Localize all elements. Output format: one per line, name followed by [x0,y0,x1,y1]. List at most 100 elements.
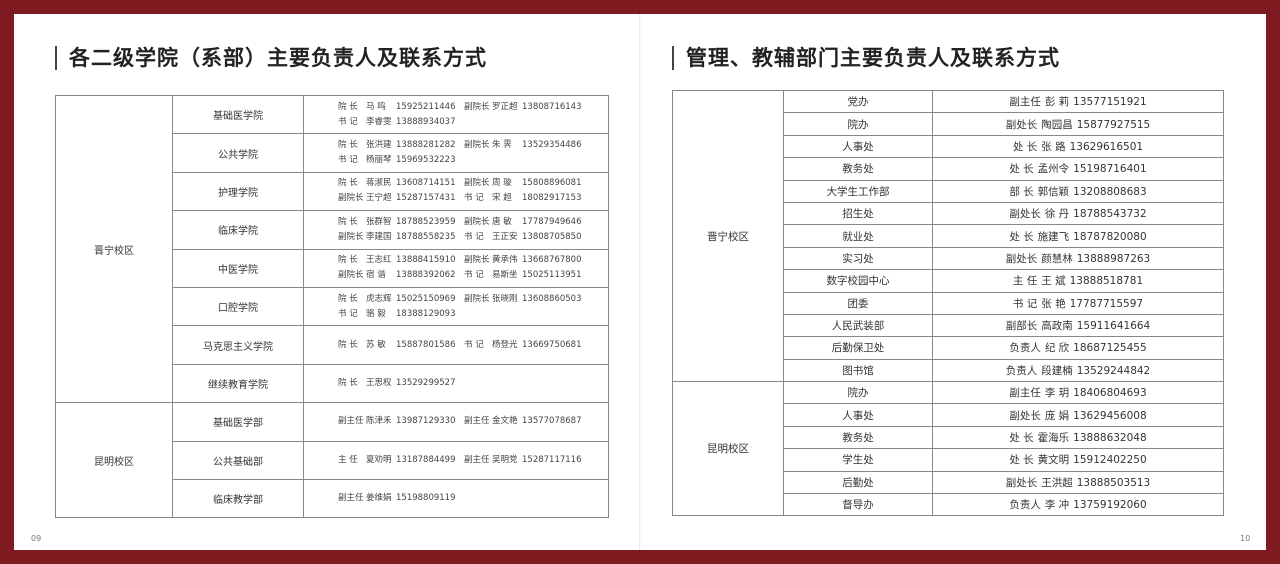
contact-line: 书 记李睿雯 13888934037 [304,115,608,130]
position-title: 书 记 [338,116,358,127]
table-row: 公共学院院 长张洪建 13888281282 副院长朱 霁 13529354486 书 … [56,133,609,173]
department-cell: 人民武装部 [783,313,933,338]
table-row: 教务处处 长孟州令 15198716401 [673,157,1224,181]
person-name: 马 鸣 [366,101,386,112]
person-name: 王洪超 [1041,476,1073,489]
phone-number: 15969532223 [396,155,456,166]
contact-cell: 院 长王志红 13888415910 副院长 黄承伟 13668767800 副院长宿 谐… [303,248,609,288]
unit-cell: 临床学院 [172,210,304,250]
contact-line: 副院长 李建国 18788558235 书 记王正安 13808705850 [304,230,608,245]
person-name: 陈津禾 [366,416,392,427]
contact-entry: 副主任 姜维娟 15198809119 [338,491,464,506]
contact-cell: 处 长孟州令 15198716401 [932,157,1224,181]
person-name: 王思权 [366,377,392,388]
person-name: 杨丽琴 [366,155,392,166]
position-title: 院 长 [338,255,358,266]
table-row: 招生处 副处长徐 丹 18788543732 [673,201,1224,226]
contact-cell: 处 长施建飞 18787820080 [932,224,1224,248]
unit-cell: 公共学院 [172,133,304,173]
unit-cell: 马克思主义学院 [172,325,304,365]
phone-number: 13888934037 [396,116,456,127]
table-row: 督导办 负责人李 冲 13759192060 [673,493,1224,517]
person-name: 纪 欣 [1044,342,1070,355]
phone-number: 13808716143 [522,101,582,112]
phone-number: 15911641664 [1076,320,1151,333]
position-title: 书 记 [464,231,484,242]
contact-cell: 副处长 陶园昌 15877927515 [932,112,1224,136]
phone-number: 15025150969 [396,293,456,304]
phone-number: 13208808683 [1073,185,1147,198]
table-row: 学生处处 长黄文明 15912402250 [673,448,1224,472]
position-title: 副院长 [338,193,364,204]
campus-cell: 晋宁校区 [672,89,784,383]
campus-cell: 晋宁校区 [55,94,173,404]
department-cell: 团委 [783,291,933,315]
phone-number: 13888415910 [396,255,456,266]
table-row: 图书馆 负责人 段建楠 13529244842 [673,358,1224,383]
contact-entry: 书 记李睿雯 13888934037 [338,115,464,130]
position-title: 副院长 [338,270,364,281]
unit-cell: 公共基础部 [172,440,304,480]
phone-number: 13529299527 [396,377,456,388]
position-title: 书 记 [338,155,358,166]
campus-cell: 昆明校区 [672,381,784,517]
phone-number: 13629456008 [1073,409,1147,422]
position-title: 副院长 [338,231,364,242]
position-title: 副院长 [464,293,490,304]
department-cell: 学生处 [783,448,933,472]
contact-entry: 书 记杨丽琴 15969532223 [338,153,464,168]
contact-cell: 院 长苏 敏 15887801586 书 记杨登光 13669750681 [303,325,609,365]
contact-line: 书 记杨丽琴 15969532223 [304,153,608,168]
table-row: 昆明校区 基础医学部 副主任 陈津禾 13987129330 副主任 金文艳 13577078… [55,402,609,519]
phone-number: 18787820080 [1073,230,1147,243]
contact-cell: 主 任夏劝明 13187884499 副主任 吴明党 15287117116 [303,440,609,480]
contact-cell: 副部长 高政南 15911641664 [932,313,1224,338]
position-title: 处 长 [1009,432,1034,445]
phone-number: 13888632048 [1073,432,1147,445]
position-title: 部 长 [1009,185,1034,198]
phone-number: 18788523959 [396,216,456,227]
left-page-title: 各二级学院（系部）主要负责人及联系方式 [55,46,487,70]
position-title: 院 长 [338,216,358,227]
table-row: 护理学院院 长蒋淑民 13608714151 副院长周 璇 15808896081 副院… [56,171,609,212]
table-row: 继续教育学院 院 长王思权 13529299527 [56,363,609,404]
right-page-title: 管理、教辅部门主要负责人及联系方式 [672,46,1060,70]
contact-entry: 院 长马 鸣 15925211446 [338,100,464,115]
phone-number: 13629616501 [1069,140,1144,153]
right-page-number: 10 [1240,534,1251,543]
contact-cell: 副处长庞 娟 13629456008 [932,403,1224,427]
contact-cell: 负责人李 冲 13759192060 [932,493,1224,517]
phone-number: 15287117116 [522,454,582,465]
person-name: 郭信颖 [1037,185,1070,198]
table-row: 数字校园中心主 任王 斌 13888518781 [673,269,1224,293]
phone-number: 15808896081 [522,178,582,189]
phone-number: 13888503513 [1076,476,1151,489]
phone-number: 18788543732 [1073,208,1147,221]
phone-number: 13608714151 [396,178,456,189]
position-title: 院 长 [338,101,358,112]
position-title: 负责人 [1009,499,1041,512]
contact-cell: 副处长 颜慧林 13888987263 [932,246,1224,271]
contact-entry: 院 长蒋淑民 13608714151 [338,176,464,191]
phone-number: 18687125455 [1073,342,1147,355]
person-name: 彭 莉 [1044,96,1070,109]
department-cell: 后勤保卫处 [783,336,933,360]
college-contacts-table: 晋宁校区 基础医学院院 长马 鸣 15925211446 副院长 罗正超 13808716… [55,94,609,519]
phone-number: 13987129330 [396,416,456,427]
position-title: 院 长 [338,339,358,350]
contact-entry: 副院长朱 霁 13529354486 [464,138,582,153]
department-cell: 院办 [783,112,933,136]
contact-line: 副主任 姜维娟 15198809119 [304,491,608,506]
phone-number: 13669750681 [522,339,582,350]
phone-number: 15198716401 [1073,163,1147,176]
phone-number: 13608860503 [522,293,582,304]
position-title: 副院长 [464,255,490,266]
contact-entry: 书 记易斯坐 15025113951 [464,268,582,283]
contact-cell: 负责人纪 欣 18687125455 [932,336,1224,360]
phone-number: 13888518781 [1069,275,1144,288]
person-name: 唐 敏 [492,216,512,227]
contact-entry: 院 长张洪建 13888281282 [338,138,464,153]
person-name: 李 冲 [1044,499,1070,512]
contact-entry: 院 长虎志辉 15025150969 [338,292,464,307]
contact-cell: 副主任 姜维娟 15198809119 [303,478,609,519]
